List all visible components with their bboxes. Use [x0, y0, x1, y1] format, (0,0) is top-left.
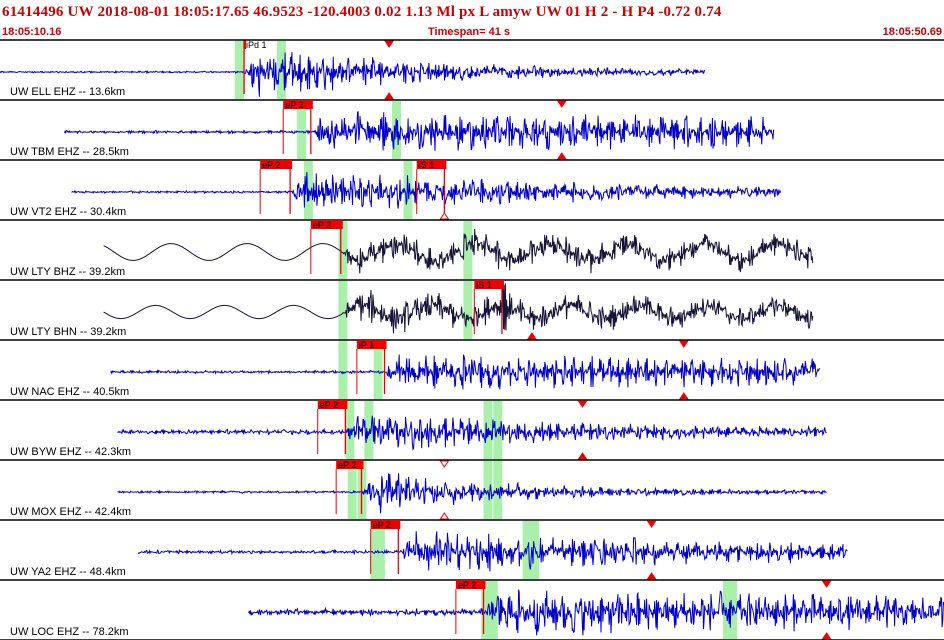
pick-label: eP 2: [373, 520, 391, 530]
amplitude-marker-bottom: [678, 392, 689, 400]
station-label: UW ELL EHZ -- 13.6km: [10, 86, 125, 98]
pick-label: eP 2: [262, 160, 280, 170]
station-label: UW LTY BHN -- 39.2km: [10, 326, 126, 338]
pick-flag: [310, 220, 343, 229]
station-label: UW LTY BHZ -- 39.2km: [10, 266, 125, 278]
amplitude-marker-top: [646, 520, 657, 528]
end-time-label: 18:05:50.69: [882, 26, 942, 38]
pick-flag: [474, 280, 504, 289]
pick-flag: [283, 100, 313, 109]
pick-label: iS 1: [419, 160, 435, 170]
amplitude-marker-bottom: [646, 572, 657, 580]
time-window: [234, 41, 244, 99]
pick-flag: [317, 400, 348, 409]
waveform-line: [64, 111, 775, 151]
pick-flag: [336, 460, 364, 469]
station-label: UW VT2 EHZ -- 30.4km: [10, 206, 126, 218]
time-window: [463, 221, 473, 279]
waveform-line: [137, 531, 848, 572]
trace-2: eP 2 UW TBM EHZ -- 28.5km: [0, 100, 944, 161]
pick-label: eP 2: [285, 100, 303, 110]
trace-8: eP 2 UW MOX EHZ -- 42.4km: [0, 460, 944, 521]
waveform-line: [248, 589, 944, 636]
amplitude-marker-bottom: [439, 512, 450, 520]
trace-5: iS 1 UW LTY BHN -- 39.2km: [0, 280, 944, 341]
waveform-line: [117, 473, 827, 514]
time-window: [493, 461, 503, 519]
station-label: UW TBM EHZ -- 28.5km: [10, 146, 129, 158]
amplitude-marker-top: [384, 40, 395, 48]
station-label: UW BYW EHZ -- 42.3km: [10, 446, 131, 458]
station-label: UW LOC EHZ -- 78.2km: [10, 626, 129, 638]
time-window: [370, 521, 380, 579]
time-window: [338, 341, 348, 399]
amplitude-marker-top: [821, 580, 832, 588]
header: 61414496 UW 2018-08-01 18:05:17.65 46.95…: [0, 0, 944, 40]
pick-label: eP 2: [458, 580, 476, 590]
trace-4: eP 2 UW LTY BHZ -- 39.2km: [0, 220, 944, 281]
trace-9: eP 2 UW YA2 EHZ -- 48.4km: [0, 520, 944, 581]
time-window: [722, 581, 732, 639]
amplitude-marker-bottom: [821, 632, 832, 640]
pick-label: iPd 1: [246, 40, 267, 50]
amplitude-marker-top: [556, 100, 567, 108]
station-label: UW YA2 EHZ -- 48.4km: [10, 566, 126, 578]
amplitude-marker-bottom: [556, 152, 567, 160]
waveform-line: [0, 52, 705, 97]
time-window: [345, 401, 355, 459]
start-time-label: 18:05:10.16: [2, 26, 62, 38]
waveform-line: [71, 172, 781, 209]
time-window: [463, 281, 473, 339]
time-window: [338, 281, 348, 339]
waveform-line: [110, 354, 821, 390]
time-window: [347, 461, 357, 519]
pick-label: eP 2: [313, 220, 331, 230]
waveform-line: [103, 283, 814, 334]
station-label: UW NAC EHZ -- 40.5km: [10, 386, 129, 398]
waveform-line: [117, 415, 827, 451]
pick-flag: [260, 160, 293, 169]
amplitude-marker-top: [439, 460, 450, 468]
station-label: UW MOX EHZ -- 42.4km: [10, 506, 131, 518]
time-window: [338, 221, 348, 279]
trace-3: eP 2 iS 1 UW VT2 EHZ -- 30.4km: [0, 160, 944, 221]
pick-flag: [370, 520, 401, 529]
pick-label: eP 2: [320, 400, 338, 410]
time-window: [297, 101, 307, 159]
pick-label: eP 2: [338, 460, 356, 470]
amplitude-marker-bottom: [526, 332, 537, 340]
trace-10: eP 2 UW LOC EHZ -- 78.2km: [0, 580, 944, 640]
amplitude-marker-top: [577, 400, 588, 408]
time-window: [375, 521, 385, 579]
time-window: [364, 401, 374, 459]
amplitude-marker-top: [678, 340, 689, 348]
amplitude-marker-bottom: [577, 452, 588, 460]
time-window: [373, 341, 383, 399]
pick-flag: [356, 340, 387, 349]
pick-flag: [416, 160, 447, 169]
pick-label: iS 1: [476, 280, 492, 290]
time-window: [481, 581, 491, 639]
time-window: [530, 521, 540, 579]
waveform-line: [103, 228, 814, 274]
trace-6: iP 1 UW NAC EHZ -- 40.5km: [0, 340, 944, 401]
pick-flag: [455, 580, 486, 589]
trace-1: iPd 1 UW ELL EHZ -- 13.6km: [0, 40, 944, 101]
timespan-label: Timespan= 41 s: [428, 26, 511, 38]
amplitude-marker-bottom: [384, 92, 395, 100]
trace-7: eP 2 UW BYW EHZ -- 42.3km: [0, 400, 944, 461]
event-summary-title: 61414496 UW 2018-08-01 18:05:17.65 46.95…: [2, 4, 722, 20]
pick-label: iP 1: [359, 340, 374, 350]
pick-flag: [244, 40, 247, 49]
amplitude-marker-bottom: [439, 212, 450, 220]
